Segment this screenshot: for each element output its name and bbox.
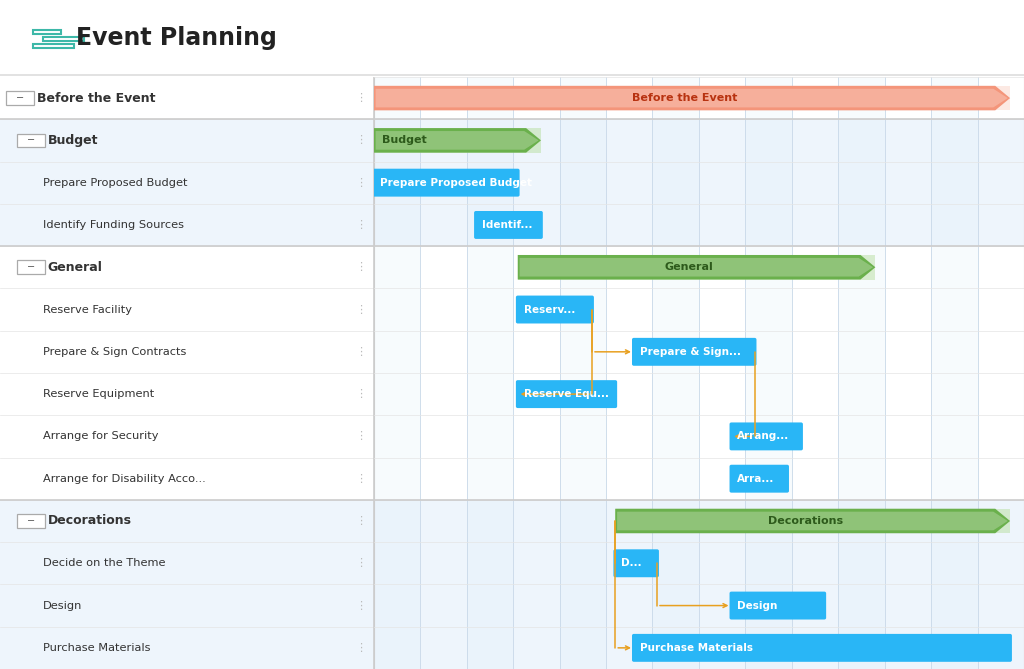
Text: ⋮: ⋮ [355,347,367,357]
Text: ⋮: ⋮ [355,178,367,188]
FancyBboxPatch shape [16,260,45,274]
FancyBboxPatch shape [613,549,658,577]
Bar [467,77,513,669]
Text: ⋮: ⋮ [355,220,367,230]
Text: General: General [48,261,102,274]
Text: Before the Event: Before the Event [632,93,737,103]
Text: ⋮: ⋮ [355,93,367,103]
Polygon shape [374,86,1010,110]
Text: Prepare & Sign...: Prepare & Sign... [640,347,741,357]
Text: ⋮: ⋮ [355,474,367,484]
Text: Budget: Budget [48,134,98,147]
Text: Prepare Proposed Budget: Prepare Proposed Budget [43,178,187,188]
Text: Design: Design [43,601,82,611]
FancyBboxPatch shape [632,338,757,366]
Bar [374,500,1024,669]
FancyBboxPatch shape [516,380,617,408]
Text: Arrange for Security: Arrange for Security [43,432,159,442]
Polygon shape [376,89,1008,108]
FancyBboxPatch shape [372,169,519,197]
Text: ⋮: ⋮ [355,643,367,653]
Text: ⋮: ⋮ [355,304,367,314]
Bar [652,77,698,669]
Text: Identif...: Identif... [482,220,532,230]
Text: Event Planning: Event Planning [76,27,276,50]
Bar [374,128,541,153]
Bar [518,255,876,280]
Polygon shape [617,512,1008,531]
FancyBboxPatch shape [516,296,594,324]
FancyBboxPatch shape [16,134,45,147]
Text: Arrange for Disability Acco...: Arrange for Disability Acco... [43,474,206,484]
Text: Arrang...: Arrang... [737,432,790,442]
Bar [931,77,978,669]
Text: Decide on the Theme: Decide on the Theme [43,558,166,568]
Text: Reserv...: Reserv... [524,304,575,314]
Bar [839,77,885,669]
Bar [0,119,374,246]
Bar [374,246,1024,500]
FancyBboxPatch shape [632,634,1012,662]
Bar [0,246,374,500]
Text: Prepare & Sign Contracts: Prepare & Sign Contracts [43,347,186,357]
Text: ⋮: ⋮ [355,432,367,442]
Bar [374,119,1024,246]
FancyBboxPatch shape [474,211,543,239]
Bar [374,77,420,669]
Text: Purchase Materials: Purchase Materials [43,643,151,653]
Text: ⋮: ⋮ [355,262,367,272]
Text: Prepare Proposed Budget: Prepare Proposed Budget [380,178,531,188]
FancyBboxPatch shape [729,591,826,619]
FancyBboxPatch shape [5,91,34,105]
Text: −: − [27,262,35,272]
Text: Decorations: Decorations [768,516,843,526]
FancyBboxPatch shape [729,422,803,450]
Text: Purchase Materials: Purchase Materials [640,643,753,653]
FancyBboxPatch shape [729,465,788,492]
Text: −: − [27,135,35,145]
Polygon shape [518,255,876,280]
Text: Reserve Facility: Reserve Facility [43,304,132,314]
Bar [0,500,374,669]
Bar [374,86,1010,110]
Text: −: − [27,516,35,526]
Text: Reserve Equ...: Reserve Equ... [524,389,609,399]
Bar [374,77,1024,119]
Polygon shape [615,508,1010,533]
Text: General: General [665,262,714,272]
Text: ⋮: ⋮ [355,516,367,526]
Text: ⋮: ⋮ [355,389,367,399]
FancyBboxPatch shape [16,514,45,528]
Bar [559,77,606,669]
Text: Design: Design [737,601,778,611]
Bar [0,77,374,119]
Text: Decorations: Decorations [48,514,132,527]
Text: ⋮: ⋮ [355,601,367,611]
Polygon shape [519,258,873,276]
Text: Identify Funding Sources: Identify Funding Sources [43,220,184,230]
Text: −: − [15,93,24,103]
Polygon shape [374,128,541,153]
Text: Before the Event: Before the Event [37,92,155,104]
Bar [615,508,1010,533]
Text: Budget: Budget [382,135,427,145]
Text: ⋮: ⋮ [355,135,367,145]
Text: Reserve Equipment: Reserve Equipment [43,389,155,399]
Text: Arra...: Arra... [737,474,775,484]
Polygon shape [376,131,539,150]
Bar [745,77,792,669]
Text: D...: D... [622,558,642,568]
Text: ⋮: ⋮ [355,558,367,568]
